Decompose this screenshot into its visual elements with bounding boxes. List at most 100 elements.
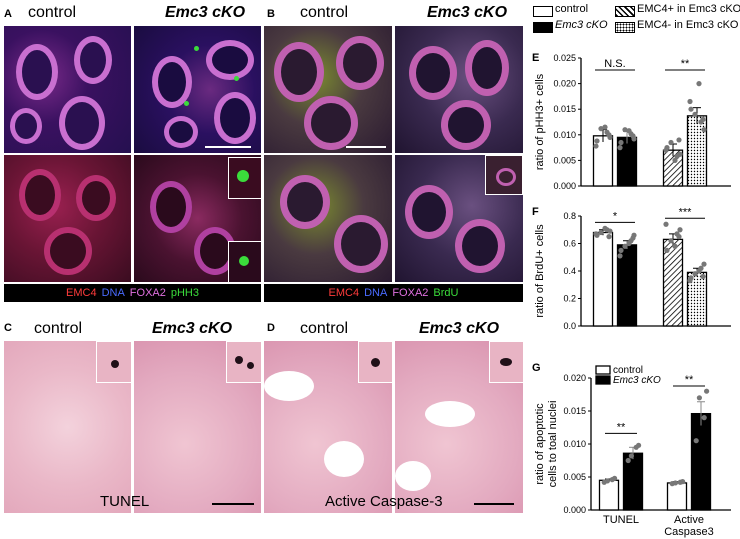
panel-b-image-ko-bottom	[395, 155, 523, 282]
panel-b-title-control: control	[300, 4, 349, 21]
legend-swatch-ko	[533, 22, 553, 33]
data-point	[677, 151, 683, 157]
chart-g-apoptosis: 0.000 0.005 0.010 0.015 0.020 ratio of apopto…	[534, 365, 731, 538]
bar-control	[592, 231, 614, 327]
panel-d-scalebar	[474, 503, 514, 505]
data-point	[602, 124, 608, 130]
y-tick-label: 0.0	[563, 321, 576, 331]
data-point	[626, 240, 632, 247]
y-tick-label: 0.2	[563, 294, 576, 304]
y-tick-label: 0.6	[563, 239, 576, 249]
panel-a-legend-emc4: EMC4	[66, 287, 97, 299]
panel-e-letter: E	[532, 52, 540, 64]
y-axis-label-line1: ratio of apoptotic	[534, 403, 546, 485]
legend-swatch-ko	[595, 375, 611, 385]
y-tick-label: 0.8	[563, 211, 576, 221]
legend-swatch-control	[533, 6, 553, 17]
bar-control-0	[598, 479, 620, 511]
panel-a-title-control: control	[28, 4, 77, 21]
data-point	[692, 111, 698, 117]
data-point	[693, 438, 699, 444]
panel-d-title-ko: Emc3 cKO	[419, 320, 500, 337]
data-point	[622, 243, 628, 249]
legend-swatch-control	[595, 365, 611, 375]
data-point	[628, 453, 634, 459]
y-tick-label: 0.010	[553, 130, 576, 140]
chart-e-phh3: 0.000 0.005 0.010 0.015 0.020 0.025 ratio of p…	[534, 53, 731, 191]
legend-label-emc4neg: EMC4- in Emc3 cKO	[637, 19, 739, 31]
panel-b-image-control-bottom	[264, 155, 392, 282]
y-tick-label: 0.015	[563, 406, 586, 416]
data-point	[625, 457, 631, 464]
data-point	[607, 228, 613, 234]
panel-a-inset-top	[228, 157, 261, 199]
panel-a-legend-foxa2: FOXA2	[129, 287, 166, 299]
panel-b-legend-dna: DNA	[364, 287, 388, 299]
data-point	[676, 234, 682, 240]
legend-label-emc4pos: EMC4+ in Emc3 cKO	[637, 3, 740, 15]
data-point	[593, 143, 599, 149]
legend-label-ko: Emc3 cKO	[555, 19, 608, 31]
x-category-label-line2: Caspase3	[664, 526, 714, 538]
panel-c-title-ko: Emc3 cKO	[152, 320, 233, 337]
panel-a-letter: A	[4, 8, 12, 20]
legend-swatch-emc4neg	[615, 22, 635, 33]
data-point	[664, 247, 670, 253]
panel-a-scalebar	[205, 146, 251, 148]
data-point	[692, 271, 698, 277]
y-tick-label: 0.005	[553, 155, 576, 165]
data-point	[672, 157, 678, 163]
panel-b-legend-brdu: BrdU	[433, 287, 459, 299]
y-tick-label: 0.020	[553, 79, 576, 89]
legend-label-control: control	[555, 3, 589, 15]
y-tick-label: 0.000	[563, 505, 586, 515]
data-point	[672, 243, 678, 249]
data-point	[700, 273, 706, 280]
panel-g-letter: G	[532, 362, 541, 374]
data-point	[617, 145, 623, 151]
significance-label: ***	[679, 206, 693, 218]
panel-a-inset-bottom	[228, 241, 261, 282]
panel-d-inset-ko	[489, 341, 523, 383]
panel-c-image-control	[4, 341, 131, 513]
panel-b-inset	[485, 155, 523, 195]
panel-c-inset-control	[96, 341, 131, 383]
significance-label: N.S.	[604, 58, 625, 70]
data-point	[598, 229, 604, 236]
panel-b-image-ko-top	[395, 26, 523, 153]
data-point	[618, 247, 624, 253]
panel-b-image-control-top	[264, 26, 392, 153]
data-point	[594, 138, 600, 144]
data-point	[687, 98, 693, 105]
significance-label: **	[681, 58, 690, 70]
panel-a-image-control-top	[4, 26, 131, 153]
data-point	[630, 235, 636, 241]
legend-swatch-emc4pos	[615, 6, 635, 17]
panel-c-inset-ko	[226, 341, 261, 383]
bar-control-1	[666, 482, 688, 511]
panel-d-letter: D	[267, 322, 275, 334]
data-point	[593, 231, 599, 237]
data-point	[696, 268, 702, 274]
y-tick-label: 0.020	[563, 373, 586, 383]
data-point	[668, 238, 674, 244]
panel-d-stain-label: Active Caspase-3	[325, 493, 443, 510]
data-point	[606, 234, 612, 240]
panel-c-scalebar	[212, 503, 254, 505]
data-point	[617, 253, 623, 259]
data-point	[636, 442, 642, 448]
data-point	[663, 221, 669, 227]
top-legend: control Emc3 cKO EMC4+ in Emc3 cKO EMC4-…	[531, 2, 740, 38]
data-point	[622, 127, 628, 133]
data-point	[612, 475, 618, 481]
panel-b-legend-bar: EMC4 DNA FOXA2 BrdU	[264, 284, 523, 302]
data-point	[663, 147, 669, 153]
panel-d-inset-control	[358, 341, 392, 383]
panel-c-image-ko	[134, 341, 261, 513]
panel-b-title-ko: Emc3 cKO	[427, 4, 508, 21]
data-point	[701, 261, 707, 267]
panel-a-title-ko: Emc3 cKO	[165, 4, 246, 21]
data-point	[680, 479, 686, 485]
y-axis-label: ratio of BrdU+ cells	[534, 224, 546, 318]
data-point	[704, 388, 710, 394]
